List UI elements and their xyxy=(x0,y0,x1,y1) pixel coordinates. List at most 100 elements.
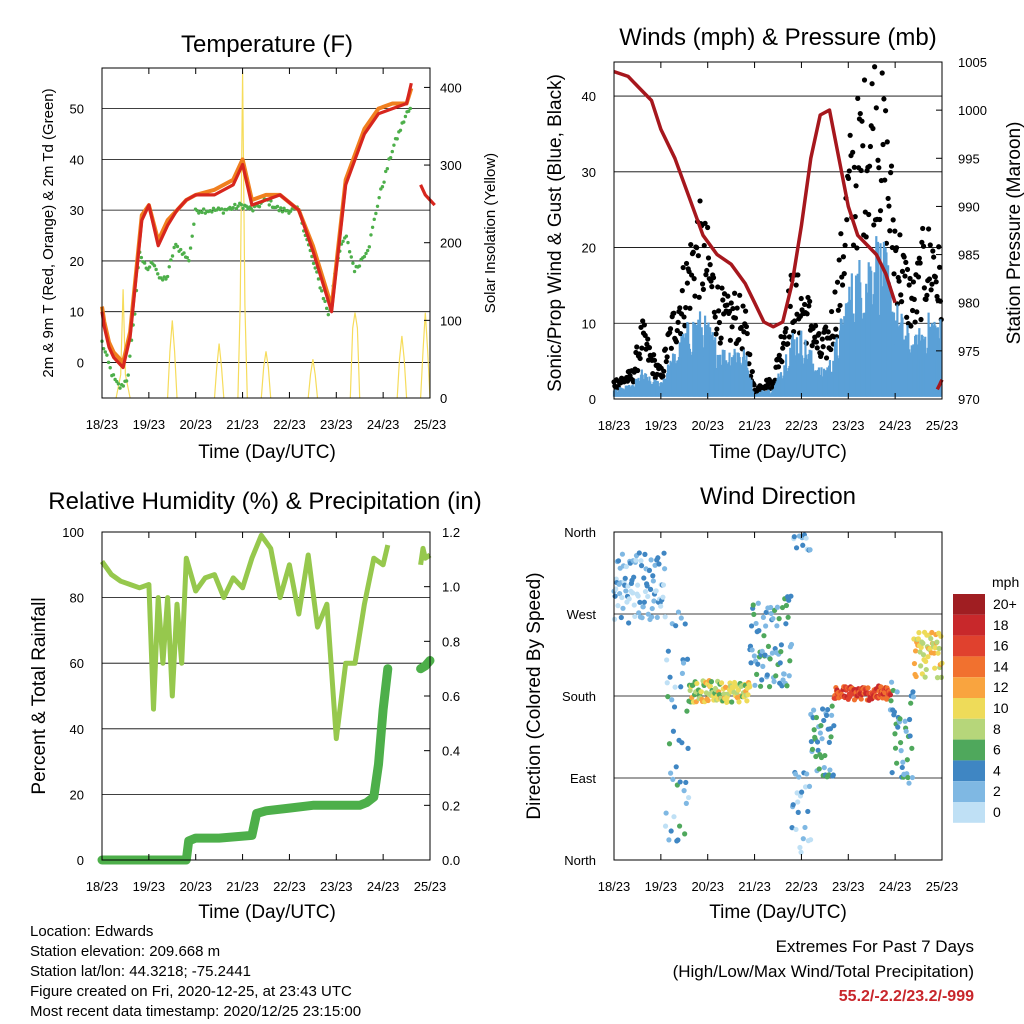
gust-point xyxy=(681,314,687,320)
dewpoint-point xyxy=(392,143,396,147)
gust-point xyxy=(651,352,657,358)
relative-humidity-series xyxy=(99,532,432,742)
extremes-box: Extremes For Past 7 Days (High/Low/Max W… xyxy=(673,934,974,1009)
humidity-xlabel: Time (Day/UTC) xyxy=(198,902,336,923)
solar-insolation-line xyxy=(260,351,272,399)
wind-direction-point xyxy=(679,740,685,746)
gust-point xyxy=(898,292,904,298)
gust-point xyxy=(925,226,932,232)
gust-point xyxy=(678,331,684,337)
gust-point xyxy=(683,305,689,311)
dewpoint-point xyxy=(406,109,411,113)
dewpoint-point xyxy=(146,267,150,272)
wind-direction-point xyxy=(830,772,836,778)
gust-point xyxy=(814,345,820,351)
wind-direction-point xyxy=(755,600,761,606)
gust-point xyxy=(715,284,721,290)
y-right-tick-label: 1.0 xyxy=(442,580,460,595)
dewpoint-point xyxy=(321,296,326,301)
gust-point xyxy=(933,279,939,285)
wind-direction-point xyxy=(668,770,674,776)
dewpoint-point xyxy=(318,286,322,290)
x-tick-label: 19/23 xyxy=(133,417,166,432)
gust-point xyxy=(929,281,935,287)
gust-point xyxy=(819,336,825,342)
temperature-ylabel: 2m & 9m T (Red, Orange) & 2m Td (Green) xyxy=(40,88,57,377)
gust-point xyxy=(795,272,801,278)
y-tick-label: 20 xyxy=(582,241,596,256)
gust-point xyxy=(751,382,757,388)
gust-point xyxy=(688,241,694,248)
gust-point xyxy=(930,248,936,254)
wind-direction-point xyxy=(771,678,777,685)
gust-point xyxy=(679,288,685,294)
gust-point xyxy=(838,231,844,237)
gust-point xyxy=(855,95,861,102)
x-tick-label: 25/23 xyxy=(414,417,447,432)
wind-direction-point xyxy=(925,654,931,660)
colorbar-label: 4 xyxy=(993,762,1001,778)
wind-direction-point xyxy=(796,774,802,780)
gust-point xyxy=(880,141,886,148)
gust-point xyxy=(710,275,717,281)
pressure-line xyxy=(613,69,897,329)
wind-direction-point xyxy=(641,599,647,605)
wind-direction-point xyxy=(815,747,821,753)
gust-point xyxy=(807,298,813,304)
wind-direction-point xyxy=(910,689,916,695)
gust-point xyxy=(663,358,669,365)
gust-point xyxy=(883,240,890,246)
wind-direction-point xyxy=(934,639,940,645)
wind-direction-point xyxy=(611,616,618,622)
gust-point xyxy=(932,274,938,280)
dewpoint-point xyxy=(185,255,189,260)
winds-pressure-panel: Winds (mph) & Pressure (mb) 0 10 20 30 40 970… xyxy=(545,24,1024,463)
gust-point xyxy=(835,307,841,313)
gust-point xyxy=(700,286,707,292)
wind-direction-point xyxy=(829,703,835,709)
colorbar-swatch xyxy=(953,677,985,698)
wind-direction-point xyxy=(677,823,683,829)
wind-direction-point xyxy=(642,588,649,595)
wind-direction-point xyxy=(897,716,903,722)
dewpoint-point xyxy=(156,272,160,276)
wind-direction-point xyxy=(666,741,673,747)
gust-point xyxy=(816,331,822,337)
wind-direction-point xyxy=(757,683,764,689)
x-tick-label: 21/23 xyxy=(738,418,771,433)
wind-direction-point xyxy=(685,745,691,751)
y-tick-label: 0 xyxy=(77,355,84,370)
dewpoint-point xyxy=(165,274,170,279)
x-tick-label: 23/23 xyxy=(320,879,353,894)
wind-direction-point xyxy=(684,656,691,662)
x-tick-label: 18/23 xyxy=(86,879,119,894)
gust-point xyxy=(660,373,666,379)
dewpoint-point xyxy=(221,211,226,215)
gust-point xyxy=(931,254,937,260)
wind-direction-point xyxy=(902,718,908,724)
wind-direction-point xyxy=(736,699,742,705)
dewpoint-point xyxy=(105,353,109,357)
gust-point xyxy=(888,170,894,176)
wind-direction-point xyxy=(682,831,688,837)
dewpoint-point xyxy=(320,289,324,293)
wind-direction-point xyxy=(817,730,823,736)
dewpoint-point xyxy=(323,299,327,304)
solar-insolation-line xyxy=(237,71,248,399)
wind-direction-point xyxy=(788,593,794,599)
wind-direction-point xyxy=(698,689,704,695)
wind-direction-point xyxy=(751,653,757,659)
gust-point xyxy=(736,336,742,343)
wind-direction-point xyxy=(729,699,735,705)
gust-point xyxy=(916,255,922,261)
gust-point xyxy=(715,308,722,314)
dewpoint-point xyxy=(103,350,107,354)
y-tick-label: 10 xyxy=(582,316,596,331)
wind-direction-point xyxy=(785,614,791,620)
gust-point xyxy=(675,319,681,325)
wind-direction-point xyxy=(912,648,919,654)
gust-point xyxy=(877,216,883,223)
wind-direction-point xyxy=(929,629,935,636)
created-text: Figure created on Fri, 2020-12-25, at 23… xyxy=(30,983,352,1000)
wind-direction-point xyxy=(770,615,776,622)
